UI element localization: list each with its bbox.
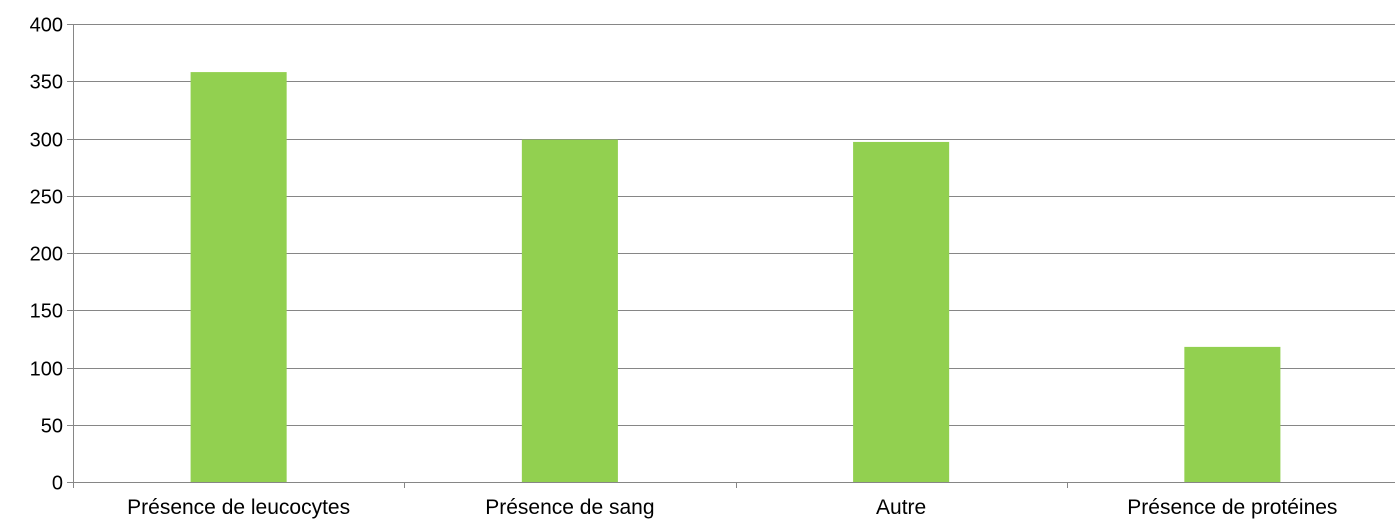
x-tick-label: Présence de sang (485, 496, 654, 519)
y-tick-label: 150 (30, 301, 63, 323)
x-tick-label: Présence de protéines (1127, 496, 1337, 519)
y-tick-label: 200 (30, 244, 63, 266)
y-tick-label: 400 (30, 15, 63, 37)
bar (190, 72, 287, 482)
y-tick-label: 350 (30, 72, 63, 94)
x-tick-label: Autre (876, 496, 926, 519)
bars (190, 72, 1281, 482)
x-tick-label: Présence de leucocytes (127, 496, 350, 519)
gridlines (73, 24, 1395, 426)
y-tick-label: 250 (30, 187, 63, 209)
y-tick-label: 300 (30, 130, 63, 152)
axes (67, 24, 1395, 488)
y-tick-label: 100 (30, 359, 63, 381)
bar (853, 141, 950, 482)
y-tick-labels: 0 50 100 150 200 250 300 350 400 (30, 15, 63, 495)
bar (1184, 346, 1281, 482)
bar (521, 139, 618, 482)
y-tick-label: 0 (52, 473, 63, 495)
x-tick-labels: Présence de leucocytes Présence de sang Au… (127, 496, 1337, 519)
y-tick-label: 50 (41, 416, 63, 438)
